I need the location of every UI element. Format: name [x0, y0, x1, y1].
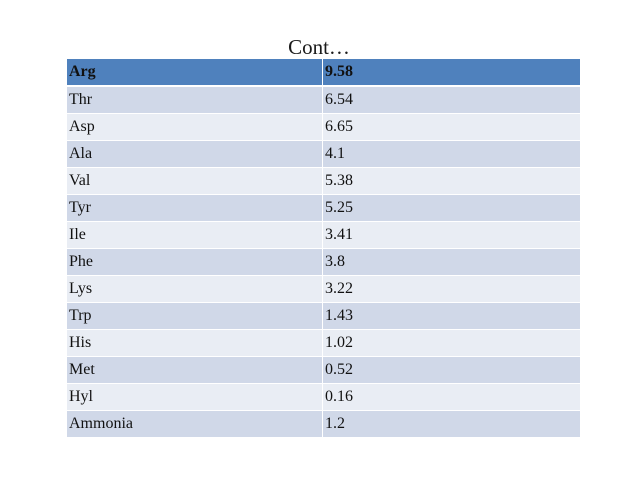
header-name-cell: Arg	[66, 58, 323, 87]
row-name-cell: Phe	[66, 248, 323, 276]
table-body: Arg 9.58 Thr 6.54 Asp 6.65 Ala 4.1 Val 5.38 Tyr 5…	[66, 58, 581, 438]
table-row: His 1.02	[66, 329, 581, 357]
row-value-cell: 6.65	[322, 113, 581, 141]
row-name-cell: Asp	[66, 113, 323, 141]
amino-acid-table: Arg 9.58 Thr 6.54 Asp 6.65 Ala 4.1 Val 5.38 Tyr 5…	[66, 58, 581, 438]
row-name-cell: His	[66, 329, 323, 357]
table-row: Val 5.38	[66, 167, 581, 195]
row-name-cell: Ile	[66, 221, 323, 249]
row-value-cell: 6.54	[322, 85, 581, 114]
row-value-cell: 0.16	[322, 383, 581, 411]
row-name-cell: Ala	[66, 140, 323, 168]
table-row: Asp 6.65	[66, 113, 581, 141]
table-row: Lys 3.22	[66, 275, 581, 303]
table-row: Trp 1.43	[66, 302, 581, 330]
table-row: Met 0.52	[66, 356, 581, 384]
row-name-cell: Hyl	[66, 383, 323, 411]
row-name-cell: Lys	[66, 275, 323, 303]
table-row: Ile 3.41	[66, 221, 581, 249]
row-name-cell: Trp	[66, 302, 323, 330]
row-name-cell: Tyr	[66, 194, 323, 222]
row-value-cell: 1.2	[322, 410, 581, 438]
row-value-cell: 5.25	[322, 194, 581, 222]
row-name-cell: Val	[66, 167, 323, 195]
table-row: Hyl 0.16	[66, 383, 581, 411]
row-name-cell: Met	[66, 356, 323, 384]
table-header-row: Arg 9.58	[66, 58, 581, 87]
table-row: Phe 3.8	[66, 248, 581, 276]
row-value-cell: 1.43	[322, 302, 581, 330]
row-value-cell: 3.41	[322, 221, 581, 249]
table-row: Ala 4.1	[66, 140, 581, 168]
table-row: Ammonia 1.2	[66, 410, 581, 438]
table-row: Thr 6.54	[66, 85, 581, 114]
row-value-cell: 4.1	[322, 140, 581, 168]
table-row: Tyr 5.25	[66, 194, 581, 222]
slide-title: Cont…	[288, 35, 350, 59]
row-value-cell: 1.02	[322, 329, 581, 357]
row-value-cell: 0.52	[322, 356, 581, 384]
row-name-cell: Ammonia	[66, 410, 323, 438]
row-value-cell: 3.8	[322, 248, 581, 276]
row-value-cell: 5.38	[322, 167, 581, 195]
header-value-cell: 9.58	[322, 58, 581, 87]
row-name-cell: Thr	[66, 85, 323, 114]
row-value-cell: 3.22	[322, 275, 581, 303]
